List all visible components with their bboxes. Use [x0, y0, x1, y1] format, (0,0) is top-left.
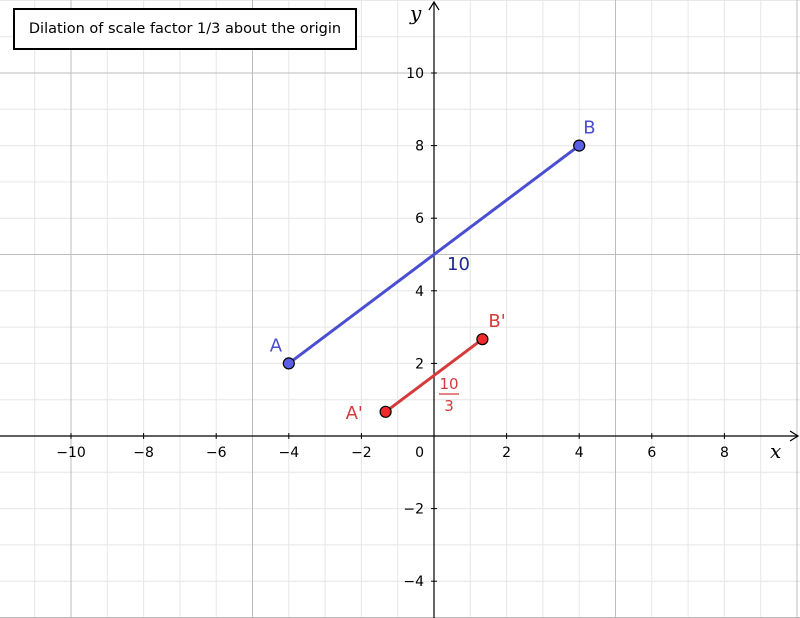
- length-label-ab: 10: [447, 254, 470, 275]
- x-tick-label: 2: [502, 445, 511, 461]
- point-b-prime: [476, 333, 489, 346]
- x-tick-label: −10: [56, 445, 86, 461]
- x-tick-label: 6: [647, 445, 656, 461]
- label-a: A: [270, 335, 283, 356]
- segments: A B A' B' 10 10 3: [270, 118, 596, 424]
- length-label-image-numerator: 10: [439, 375, 458, 393]
- x-axis-name: x: [770, 439, 781, 463]
- point-a-prime: [379, 405, 392, 418]
- length-label-image-denominator: 3: [444, 397, 454, 415]
- x-tick-label: −2: [351, 445, 372, 461]
- y-tick-label: 2: [415, 356, 424, 372]
- label-b: B: [583, 118, 595, 139]
- x-tick-label: 4: [575, 445, 584, 461]
- point-b: [573, 139, 586, 152]
- segment-ab: [287, 144, 581, 365]
- y-tick-label: 6: [415, 211, 424, 227]
- x-tick-label: −4: [278, 445, 299, 461]
- y-axis-name: y: [409, 1, 422, 25]
- y-tick-label: 10: [406, 66, 424, 82]
- x-tick-label: −8: [133, 445, 154, 461]
- caption-box: Dilation of scale factor 1/3 about the o…: [13, 8, 357, 50]
- y-tick-label: −4: [403, 574, 424, 590]
- y-tick-label: 4: [415, 284, 424, 300]
- y-tick-label: 8: [415, 139, 424, 155]
- y-tick-label: −2: [403, 502, 424, 518]
- label-a-prime: A': [346, 403, 363, 424]
- x-tick-label: −6: [206, 445, 227, 461]
- segment-a-prime-b-prime: [384, 337, 484, 413]
- point-a: [282, 357, 295, 370]
- y-axis-arrow: [428, 0, 440, 11]
- tick-labels: −10 −8 −6 −4 −2 2 4 6 8 −4 −2 2 4 6 8 10 0: [56, 66, 729, 590]
- label-b-prime: B': [488, 311, 505, 332]
- x-tick-label: 8: [720, 445, 729, 461]
- caption-text: Dilation of scale factor 1/3 about the o…: [28, 21, 342, 37]
- origin-label: 0: [415, 445, 424, 461]
- x-axis-arrow: [789, 430, 800, 442]
